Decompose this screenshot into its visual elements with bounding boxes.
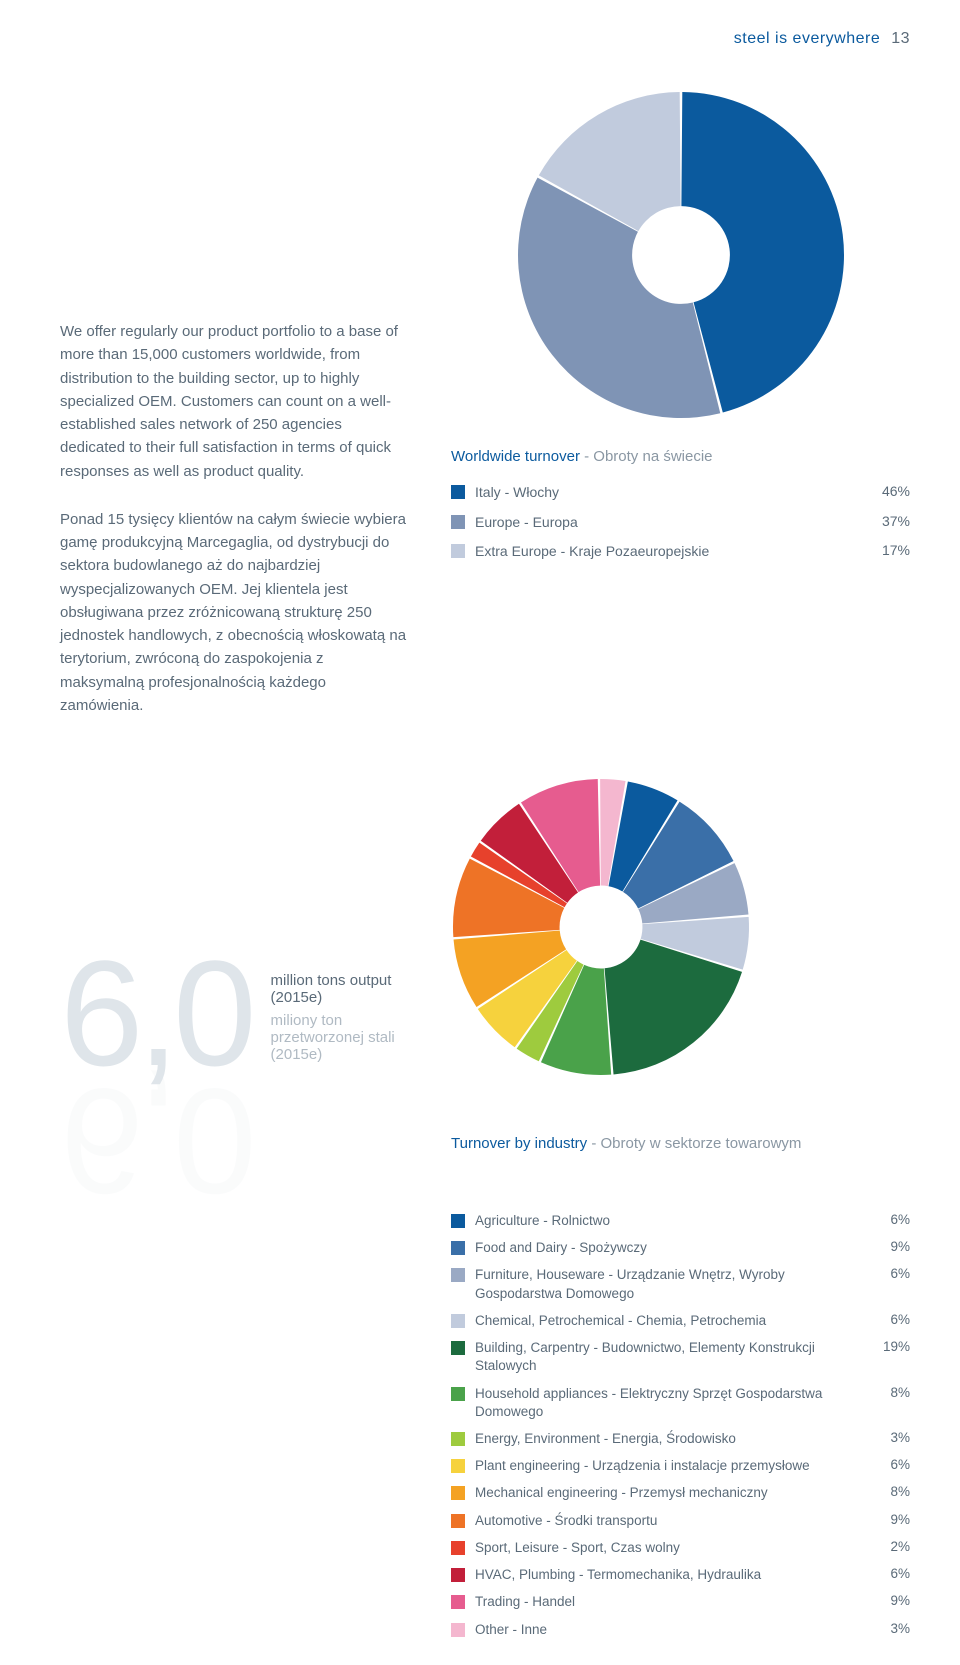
industry-legend: Agriculture - Rolnictwo6%Food and Dairy … — [451, 1212, 910, 1639]
legend-label: Agriculture - Rolnictwo — [475, 1212, 868, 1230]
turnover-donut-chart — [516, 90, 846, 420]
caption-line1: million tons output (2015e) — [271, 972, 411, 1006]
legend-percent: 3% — [868, 1621, 910, 1636]
legend-swatch — [451, 515, 465, 529]
legend-row: HVAC, Plumbing - Termomechanika, Hydraul… — [451, 1566, 910, 1584]
legend-swatch — [451, 1568, 465, 1582]
legend-percent: 9% — [868, 1239, 910, 1254]
big-number-value: 6,0 — [60, 929, 251, 1097]
legend-percent: 9% — [868, 1512, 910, 1527]
legend-percent: 8% — [868, 1385, 910, 1400]
legend-percent: 9% — [868, 1593, 910, 1608]
legend-percent: 3% — [868, 1430, 910, 1445]
big-number-caption: million tons output (2015e) miliony ton … — [271, 972, 411, 1077]
caption-line2: miliony ton przetworzonej stali (2015e) — [271, 1012, 411, 1063]
legend-row: Europe - Europa37% — [451, 513, 910, 533]
industry-donut-chart — [451, 777, 751, 1077]
industry-subtitle: Obroty w sektorze towarowym — [601, 1135, 802, 1152]
turnover-legend-title: Worldwide turnover - Obroty na świecie — [451, 448, 910, 465]
legend-row: Furniture, Houseware - Urządzanie Wnętrz… — [451, 1266, 910, 1302]
header-tag-text: steel is everywhere — [734, 30, 880, 47]
industry-legend-title: Turnover by industry - Obroty w sektorze… — [451, 1135, 910, 1152]
intro-paragraph-pl: Ponad 15 tysięcy klientów na całym świec… — [60, 508, 411, 717]
legend-swatch — [451, 1214, 465, 1228]
legend-row: Mechanical engineering - Przemysł mechan… — [451, 1484, 910, 1502]
legend-percent: 37% — [868, 513, 910, 529]
industry-title: Turnover by industry — [451, 1135, 587, 1152]
intro-paragraph-en: We offer regularly our product portfolio… — [60, 320, 411, 483]
page-header-tag: steel is everywhere 13 — [734, 30, 910, 48]
legend-swatch — [451, 1486, 465, 1500]
legend-row: Trading - Handel9% — [451, 1593, 910, 1611]
legend-row: Italy - Włochy46% — [451, 483, 910, 503]
legend-percent: 8% — [868, 1484, 910, 1499]
legend-percent: 6% — [868, 1566, 910, 1581]
legend-label: Sport, Leisure - Sport, Czas wolny — [475, 1539, 868, 1557]
legend-swatch — [451, 1623, 465, 1637]
legend-swatch — [451, 1387, 465, 1401]
legend-percent: 6% — [868, 1312, 910, 1327]
legend-swatch — [451, 544, 465, 558]
legend-percent: 17% — [868, 542, 910, 558]
legend-label: Europe - Europa — [475, 513, 868, 533]
legend-label: Energy, Environment - Energia, Środowisk… — [475, 1430, 868, 1448]
legend-swatch — [451, 1341, 465, 1355]
legend-percent: 6% — [868, 1266, 910, 1281]
legend-label: Household appliances - Elektryczny Sprzę… — [475, 1385, 868, 1421]
legend-label: Italy - Włochy — [475, 483, 868, 503]
legend-label: HVAC, Plumbing - Termomechanika, Hydraul… — [475, 1566, 868, 1584]
legend-label: Building, Carpentry - Budownictwo, Eleme… — [475, 1339, 868, 1375]
legend-swatch — [451, 1595, 465, 1609]
legend-label: Automotive - Środki transportu — [475, 1512, 868, 1530]
legend-row: Household appliances - Elektryczny Sprzę… — [451, 1385, 910, 1421]
legend-row: Other - Inne3% — [451, 1621, 910, 1639]
legend-row: Agriculture - Rolnictwo6% — [451, 1212, 910, 1230]
legend-label: Furniture, Houseware - Urządzanie Wnętrz… — [475, 1266, 868, 1302]
big-number: 6,0 6,0 — [60, 950, 251, 1078]
turnover-title: Worldwide turnover — [451, 448, 580, 465]
legend-label: Chemical, Petrochemical - Chemia, Petroc… — [475, 1312, 868, 1330]
legend-percent: 6% — [868, 1457, 910, 1472]
legend-row: Chemical, Petrochemical - Chemia, Petroc… — [451, 1312, 910, 1330]
legend-row: Automotive - Środki transportu9% — [451, 1512, 910, 1530]
legend-label: Other - Inne — [475, 1621, 868, 1639]
legend-label: Mechanical engineering - Przemysł mechan… — [475, 1484, 868, 1502]
legend-swatch — [451, 1268, 465, 1282]
legend-label: Trading - Handel — [475, 1593, 868, 1611]
legend-swatch — [451, 1314, 465, 1328]
legend-swatch — [451, 1241, 465, 1255]
legend-swatch — [451, 485, 465, 499]
legend-percent: 6% — [868, 1212, 910, 1227]
legend-swatch — [451, 1459, 465, 1473]
legend-percent: 46% — [868, 483, 910, 499]
legend-swatch — [451, 1541, 465, 1555]
legend-row: Energy, Environment - Energia, Środowisk… — [451, 1430, 910, 1448]
legend-percent: 19% — [868, 1339, 910, 1354]
turnover-legend: Italy - Włochy46%Europe - Europa37%Extra… — [451, 483, 910, 562]
legend-row: Building, Carpentry - Budownictwo, Eleme… — [451, 1339, 910, 1375]
legend-row: Food and Dairy - Spożywczy9% — [451, 1239, 910, 1257]
turnover-subtitle: Obroty na świecie — [593, 448, 712, 465]
legend-swatch — [451, 1514, 465, 1528]
legend-label: Food and Dairy - Spożywczy — [475, 1239, 868, 1257]
legend-percent: 2% — [868, 1539, 910, 1554]
legend-row: Sport, Leisure - Sport, Czas wolny2% — [451, 1539, 910, 1557]
page-number: 13 — [891, 30, 910, 47]
legend-swatch — [451, 1432, 465, 1446]
legend-label: Extra Europe - Kraje Pozaeuropejskie — [475, 542, 868, 562]
legend-label: Plant engineering - Urządzenia i instala… — [475, 1457, 868, 1475]
legend-row: Plant engineering - Urządzenia i instala… — [451, 1457, 910, 1475]
legend-row: Extra Europe - Kraje Pozaeuropejskie17% — [451, 542, 910, 562]
